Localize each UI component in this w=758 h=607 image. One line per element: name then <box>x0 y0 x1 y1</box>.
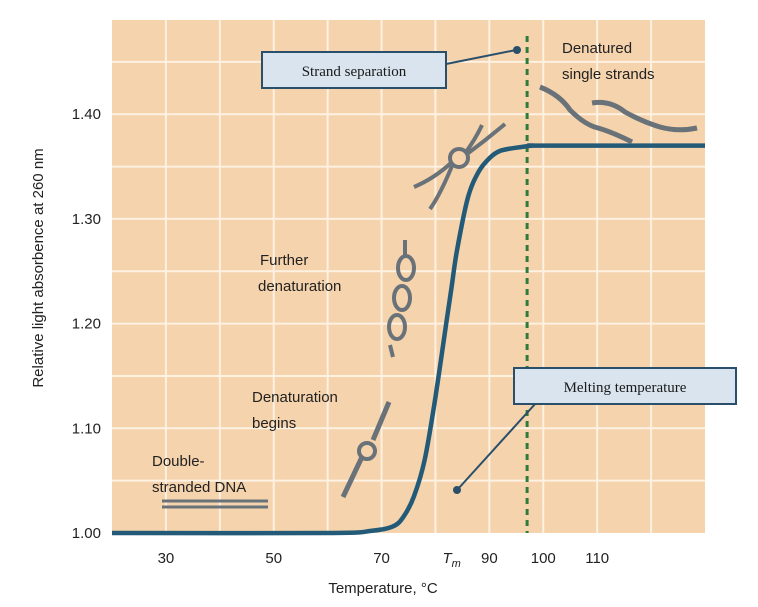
tm-subscript: m <box>452 558 461 570</box>
y-tick-label: 1.40 <box>72 106 101 123</box>
further-denaturation-line2: denaturation <box>258 278 341 295</box>
further-denaturation-line1: Further <box>260 252 308 269</box>
y-axis-ticks: 1.00 1.10 1.20 1.30 1.40 <box>72 106 101 542</box>
denatured-label-line1: Denatured <box>562 40 632 57</box>
x-tick-label: 90 <box>481 550 498 567</box>
double-stranded-line2: stranded DNA <box>152 479 246 496</box>
y-tick-label: 1.30 <box>72 211 101 228</box>
strand-separation-callout: Strand separation <box>261 46 521 89</box>
denaturation-begins-line1: Denaturation <box>252 389 338 406</box>
double-stranded-dna-icon <box>162 499 268 509</box>
further-denaturation-dna-icon <box>387 240 416 358</box>
x-tick-label: 70 <box>373 550 390 567</box>
y-axis-title: Relative light absorbence at 260 nm <box>30 148 47 387</box>
x-axis-title: Temperature, °C <box>328 580 438 597</box>
tm-tick-label: Tm <box>442 550 460 570</box>
denatured-label-line2: single strands <box>562 66 655 83</box>
x-tick-label: 110 <box>585 550 609 567</box>
y-tick-label: 1.20 <box>72 316 101 333</box>
y-tick-label: 1.00 <box>72 525 101 542</box>
strand-separation-label: Strand separation <box>302 64 407 80</box>
strand-separating-dna-icon <box>413 122 507 211</box>
melting-temperature-label: Melting temperature <box>564 380 687 396</box>
x-tick-label: 30 <box>158 550 175 567</box>
x-tick-label: 50 <box>265 550 282 567</box>
melting-temperature-callout: Melting temperature <box>453 367 737 494</box>
y-tick-label: 1.10 <box>72 420 101 437</box>
x-axis-ticks: 30 50 70 90 100 110 <box>158 550 610 567</box>
denaturation-begins-line2: begins <box>252 415 296 432</box>
tm-symbol: T <box>442 550 453 567</box>
x-tick-label: 100 <box>531 550 556 567</box>
grid-lines <box>112 20 705 533</box>
double-stranded-line1: Double- <box>152 453 205 470</box>
denaturation-begins-dna-icon <box>340 401 392 499</box>
melting-curve-line <box>111 143 705 536</box>
single-strands-dna-icon <box>539 84 698 145</box>
